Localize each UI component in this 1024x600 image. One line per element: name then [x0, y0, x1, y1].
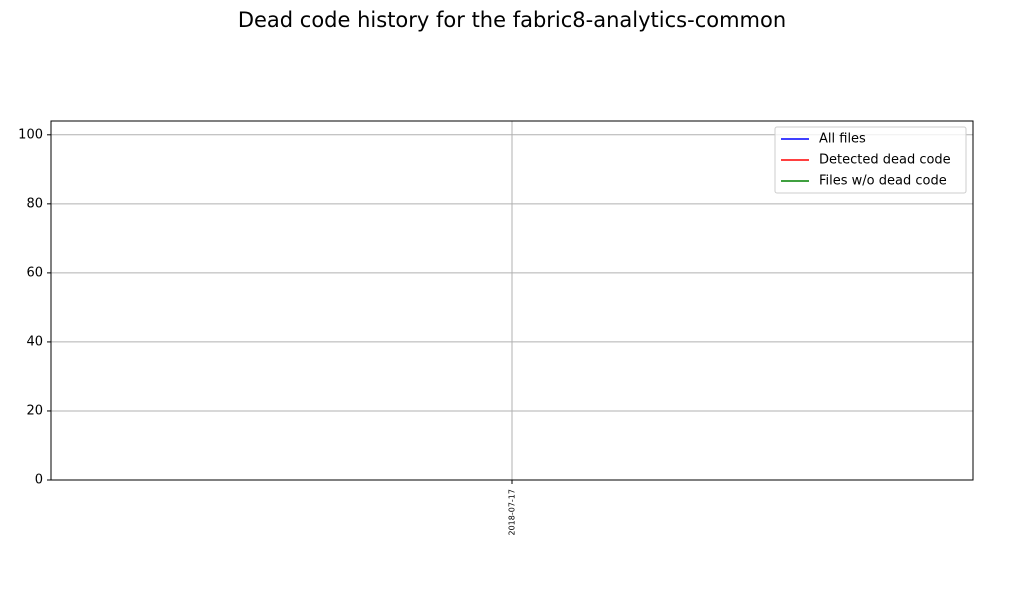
plot-frame	[50, 120, 974, 481]
x-tick-label: 2018-07-17	[508, 489, 517, 536]
y-tick-label: 20	[26, 403, 43, 418]
legend-label: All files	[819, 132, 866, 147]
y-tick-label: 60	[26, 265, 43, 280]
legend-box	[774, 126, 967, 194]
y-tick-label: 100	[18, 127, 43, 142]
y-tick-label: 40	[26, 334, 43, 349]
y-tick-label: 80	[26, 196, 43, 211]
y-tick-label: 0	[35, 473, 43, 488]
legend-label: Files w/o dead code	[819, 174, 947, 189]
legend-label: Detected dead code	[819, 153, 951, 168]
chart-title: Dead code history for the fabric8-analyt…	[238, 8, 786, 32]
